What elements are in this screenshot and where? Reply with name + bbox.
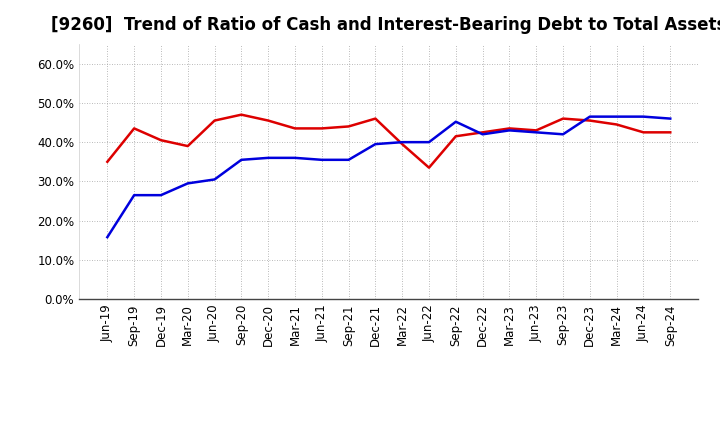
Interest-Bearing Debt (210, 177, 219, 182)
Cash (184, 143, 192, 149)
Interest-Bearing Debt (157, 193, 166, 198)
Interest-Bearing Debt (318, 157, 326, 162)
Title: [9260]  Trend of Ratio of Cash and Interest-Bearing Debt to Total Assets: [9260] Trend of Ratio of Cash and Intere… (51, 16, 720, 34)
Cash (291, 126, 300, 131)
Interest-Bearing Debt (666, 116, 675, 121)
Cash (318, 126, 326, 131)
Cash (639, 130, 648, 135)
Cash (612, 122, 621, 127)
Cash (451, 134, 460, 139)
Line: Cash: Cash (107, 115, 670, 168)
Interest-Bearing Debt (532, 130, 541, 135)
Cash (103, 159, 112, 165)
Cash (559, 116, 567, 121)
Interest-Bearing Debt (585, 114, 594, 119)
Interest-Bearing Debt (451, 119, 460, 125)
Interest-Bearing Debt (184, 181, 192, 186)
Cash (157, 138, 166, 143)
Cash (210, 118, 219, 123)
Interest-Bearing Debt (130, 193, 138, 198)
Cash (398, 142, 407, 147)
Cash (264, 118, 272, 123)
Cash (532, 128, 541, 133)
Cash (237, 112, 246, 117)
Interest-Bearing Debt (559, 132, 567, 137)
Interest-Bearing Debt (478, 132, 487, 137)
Interest-Bearing Debt (398, 139, 407, 145)
Interest-Bearing Debt (425, 139, 433, 145)
Interest-Bearing Debt (639, 114, 648, 119)
Cash (585, 118, 594, 123)
Cash (666, 130, 675, 135)
Interest-Bearing Debt (371, 142, 379, 147)
Interest-Bearing Debt (612, 114, 621, 119)
Cash (344, 124, 353, 129)
Cash (505, 126, 514, 131)
Legend: Cash, Interest-Bearing Debt: Cash, Interest-Bearing Debt (242, 439, 536, 440)
Interest-Bearing Debt (103, 235, 112, 240)
Interest-Bearing Debt (344, 157, 353, 162)
Interest-Bearing Debt (505, 128, 514, 133)
Cash (371, 116, 379, 121)
Interest-Bearing Debt (264, 155, 272, 161)
Cash (425, 165, 433, 170)
Interest-Bearing Debt (237, 157, 246, 162)
Cash (130, 126, 138, 131)
Cash (478, 130, 487, 135)
Interest-Bearing Debt (291, 155, 300, 161)
Line: Interest-Bearing Debt: Interest-Bearing Debt (107, 117, 670, 237)
